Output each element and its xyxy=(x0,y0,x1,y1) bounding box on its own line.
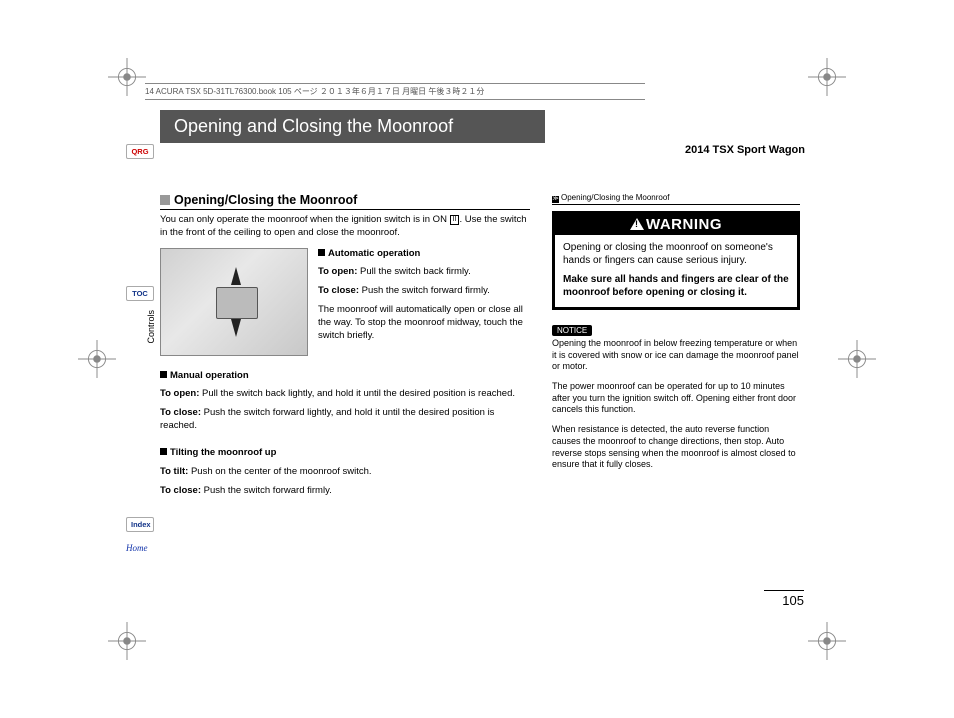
bullet-icon xyxy=(318,249,325,256)
tilt-heading: Tilting the moonroof up xyxy=(160,447,530,460)
page-number: 105 xyxy=(764,590,804,608)
print-header: 14 ACURA TSX 5D-31TL76300.book 105 ページ ２… xyxy=(145,83,645,100)
auto-close-text: To close: Push the switch forward firmly… xyxy=(318,285,530,298)
crop-mark-icon xyxy=(838,340,876,378)
warning-heading: WARNING xyxy=(555,214,797,235)
vehicle-label: 2014 TSX Sport Wagon xyxy=(685,144,805,156)
intro-text: You can only operate the moonroof when t… xyxy=(160,214,530,240)
notice-text-2: The power moonroof can be operated for u… xyxy=(552,381,800,416)
bullet-icon xyxy=(160,448,167,455)
auto-open-text: To open: Pull the switch back firmly. xyxy=(318,266,530,279)
page-title: Opening and Closing the Moonroof xyxy=(160,110,545,143)
moonroof-switch-photo xyxy=(160,248,308,356)
section-heading: Opening/Closing the Moonroof xyxy=(160,193,530,210)
reference-icon: ≫ xyxy=(552,196,559,203)
tilt-text: To tilt: Push on the center of the moonr… xyxy=(160,466,530,479)
manual-heading: Manual operation xyxy=(160,370,530,383)
auto-note-text: The moonroof will automatically open or … xyxy=(318,304,530,342)
tilt-close-text: To close: Push the switch forward firmly… xyxy=(160,485,530,498)
warning-triangle-icon xyxy=(630,218,644,230)
notice-text-1: Opening the moonroof in below freezing t… xyxy=(552,338,800,373)
manual-open-text: To open: Pull the switch back lightly, a… xyxy=(160,388,530,401)
bullet-icon xyxy=(160,371,167,378)
crop-mark-icon xyxy=(78,340,116,378)
section-heading-text: Opening/Closing the Moonroof xyxy=(174,193,357,207)
nav-toc-button[interactable]: TOC xyxy=(126,286,154,301)
nav-qrg-button[interactable]: QRG xyxy=(126,144,154,159)
cross-reference: ≫Opening/Closing the Moonroof xyxy=(552,193,800,205)
nav-home-button[interactable]: Home xyxy=(126,543,148,553)
section-tab: Controls xyxy=(146,310,156,344)
crop-mark-icon xyxy=(808,58,846,96)
crop-mark-icon xyxy=(108,622,146,660)
crop-mark-icon xyxy=(108,58,146,96)
notice-text-3: When resistance is detected, the auto re… xyxy=(552,424,800,471)
crop-mark-icon xyxy=(808,622,846,660)
arrow-down-icon xyxy=(231,319,241,337)
ignition-icon: II xyxy=(450,215,460,225)
auto-heading: Automatic operation xyxy=(318,248,530,261)
notice-label: NOTICE xyxy=(552,325,592,336)
warning-box: WARNING Opening or closing the moonroof … xyxy=(552,211,800,310)
warning-text-1: Opening or closing the moonroof on someo… xyxy=(563,241,789,267)
bullet-icon xyxy=(160,195,170,205)
manual-close-text: To close: Push the switch forward lightl… xyxy=(160,407,530,433)
nav-index-button[interactable]: Index xyxy=(126,517,154,532)
arrow-up-icon xyxy=(231,267,241,285)
warning-text-2: Make sure all hands and fingers are clea… xyxy=(563,273,789,299)
